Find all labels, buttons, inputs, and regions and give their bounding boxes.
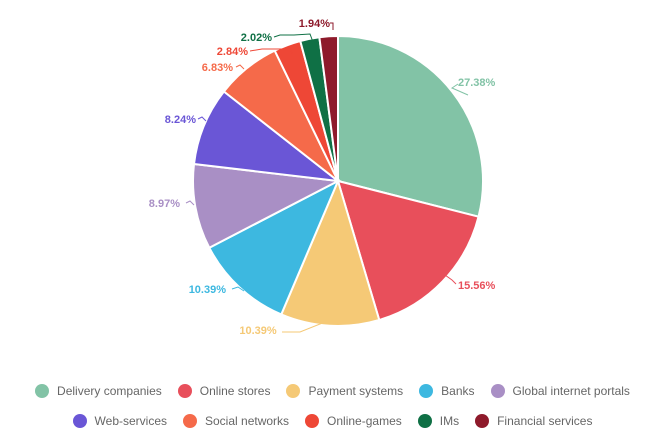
data-label-5: 8.24%	[165, 114, 196, 126]
legend-label: Online-games	[327, 414, 402, 428]
label-connector-5	[197, 116, 207, 122]
legend-item-web-services[interactable]: Web-services	[72, 414, 167, 428]
data-label-9: 1.94%	[299, 18, 330, 30]
legend-label: Delivery companies	[57, 384, 162, 398]
legend-label: Web-services	[94, 414, 167, 428]
pie-slice-online-stores[interactable]	[336, 179, 480, 322]
pie-slice-global-internet-portals[interactable]	[192, 162, 342, 250]
label-connector-6	[235, 64, 245, 70]
pie-slice-delivery-companies[interactable]	[337, 34, 484, 218]
legend-label: Banks	[441, 384, 475, 398]
label-connector-8	[273, 33, 314, 43]
legend-marker	[177, 384, 192, 398]
pie-slice-financial-services[interactable]	[318, 34, 339, 182]
data-label-0: 27.38%	[458, 77, 496, 89]
label-connector-4	[185, 200, 195, 206]
data-label-2: 10.39%	[239, 325, 277, 337]
data-label-1: 15.56%	[458, 280, 496, 292]
legend-label: Financial services	[497, 414, 593, 428]
data-label-7: 2.84%	[217, 46, 248, 58]
label-connector-1	[444, 274, 457, 285]
legend-marker	[475, 414, 490, 428]
label-connector-3	[231, 286, 245, 292]
label-connector-2	[282, 319, 331, 333]
legend-marker	[183, 414, 197, 428]
legend-label: Payment systems	[308, 384, 404, 398]
data-label-8: 2.02%	[241, 32, 272, 44]
label-connector-7	[249, 48, 294, 56]
legend-marker	[72, 414, 87, 428]
legend-label: IMs	[439, 414, 460, 428]
legend-label: Online stores	[199, 384, 271, 398]
legend-marker	[286, 384, 301, 398]
legend-marker	[490, 384, 505, 398]
label-connector-0	[450, 83, 469, 96]
legend-label: Global internet portals	[512, 384, 630, 398]
legend-item-online-stores[interactable]: Online stores	[177, 384, 271, 398]
pie-slice-payment-systems[interactable]	[279, 178, 381, 327]
legend-label: Social networks	[205, 414, 290, 428]
legend-marker	[419, 384, 434, 398]
legend-marker	[417, 414, 432, 428]
legend-item-social-networks[interactable]: Social networks	[183, 414, 289, 428]
data-label-3: 10.39%	[189, 284, 227, 296]
legend-row-1: Delivery companies Online stores Payment s…	[0, 384, 665, 398]
legend-item-ims[interactable]: IMs	[417, 414, 460, 428]
legend-item-financial-services[interactable]: Financial services	[475, 414, 592, 428]
legend-item-global-internet-portals[interactable]: Global internet portals	[490, 384, 630, 398]
legend-item-online-games[interactable]: Online-games	[305, 414, 402, 428]
legend-marker	[305, 414, 320, 428]
legend-row-2: Web-services Social networks Online-games I…	[0, 414, 665, 428]
data-label-6: 6.83%	[202, 62, 233, 74]
legend-item-banks[interactable]: Banks	[419, 384, 475, 398]
legend-item-delivery-companies[interactable]: Delivery companies	[35, 384, 162, 398]
label-connector-9	[330, 22, 334, 30]
data-label-4: 8.97%	[149, 198, 180, 210]
legend-item-payment-systems[interactable]: Payment systems	[286, 384, 403, 398]
pie-slice-banks[interactable]	[207, 178, 341, 316]
legend-marker	[35, 384, 50, 398]
